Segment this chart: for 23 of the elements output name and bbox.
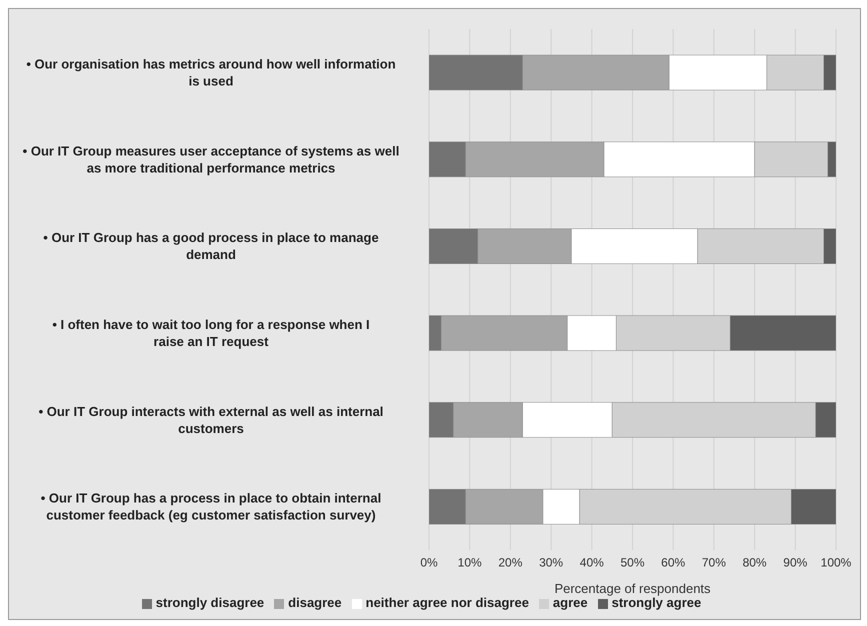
x-tick-label: 60% xyxy=(661,556,686,570)
y-tick-label: • Our IT Group interacts with external as well as internal customers xyxy=(38,404,384,436)
x-axis-title: Percentage of respondents xyxy=(554,581,712,596)
y-tick-label: • Our organisation has metrics around how well information is used xyxy=(26,56,396,88)
x-tick-label: 90% xyxy=(783,556,808,570)
x-tick-label: 40% xyxy=(580,556,604,570)
y-tick-label: • Our IT Group has a good process in place to manage demand xyxy=(43,230,379,262)
y-tick-label: • Our IT Group has a process in place to obtain internal customer feedback (eg customer satisfaction survey) xyxy=(40,490,382,523)
x-tick-label: 50% xyxy=(620,556,645,570)
x-tick-label: 80% xyxy=(742,556,767,570)
x-tick-label: 20% xyxy=(498,556,523,570)
legend-label: strongly agree xyxy=(612,595,702,610)
x-tick-label: 0% xyxy=(420,556,438,570)
legend-label: disagree xyxy=(288,595,342,610)
y-tick-label: • I often have to wait too long for a response when I raise an IT request xyxy=(52,316,370,349)
legend-label: neither agree nor disagree xyxy=(366,595,529,610)
x-tick-label: 70% xyxy=(702,556,726,570)
legend-label: agree xyxy=(552,595,588,610)
y-tick-label: • Our IT Group measures user acceptance of systems as well as more traditional performance metrics xyxy=(22,143,400,176)
x-tick-label: 100% xyxy=(820,556,852,570)
legend-label: strongly disagree xyxy=(156,595,264,610)
x-tick-label: 30% xyxy=(539,556,564,570)
x-tick-label: 10% xyxy=(458,556,482,570)
